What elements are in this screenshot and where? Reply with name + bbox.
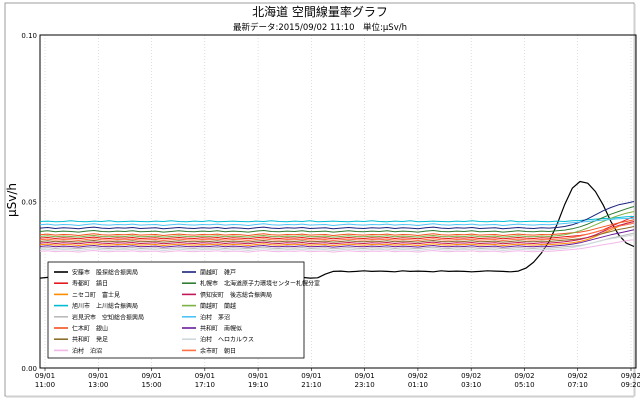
y-ticks: 0.00 0.05 0.10	[21, 32, 37, 373]
y-axis-label: μSv/h	[5, 183, 19, 217]
x-tick-label-date: 09/01	[195, 372, 215, 380]
legend-label: 泊村 泊沼	[72, 347, 102, 355]
x-tick-label-date: 09/01	[88, 372, 108, 380]
x-tick-label-time: 01:10	[408, 381, 428, 389]
series-line-8	[39, 201, 635, 230]
x-tick-label-time: 13:00	[88, 381, 108, 389]
x-tick-label-date: 09/01	[141, 372, 161, 380]
series-line-12	[39, 217, 635, 226]
legend-label: 蘭越町 蘭越	[200, 302, 236, 310]
legend-label: ニセコ町 富士見	[72, 291, 120, 299]
series-line-7	[39, 239, 635, 253]
series-line-13	[39, 229, 635, 248]
legend-label: 余市町 朝日	[200, 347, 236, 355]
x-tick-label-time: 09:20	[621, 381, 640, 389]
x-tick-label-time: 03:10	[461, 381, 481, 389]
x-tick-label-time: 23:10	[355, 381, 375, 389]
series-line-15	[39, 222, 635, 241]
chart-subtitle: 最新データ:2015/09/02 11:10 単位:μSv/h	[233, 22, 407, 33]
x-tick-label-date: 09/02	[514, 372, 534, 380]
x-tick-label-date: 09/02	[408, 372, 428, 380]
legend-label: 泊村 茅沼	[200, 313, 230, 321]
x-tick-label-date: 09/01	[248, 372, 268, 380]
x-tick-label-date: 09/01	[301, 372, 321, 380]
chart-title: 北海道 空間線量率グラフ	[252, 4, 388, 19]
legend-label: 共和町 発足	[72, 336, 108, 344]
series-line-6	[39, 226, 635, 243]
series-line-14	[39, 234, 635, 251]
legend-label: 旭川市 上川総合振興局	[72, 302, 138, 310]
legend-label: 泊村 ヘロカルウス	[200, 336, 254, 344]
x-tick-label-time: 19:10	[248, 381, 268, 389]
y-tick-label: 0.05	[21, 199, 37, 207]
legend-label: 蘭越町 雑戸	[200, 269, 236, 277]
series-line-1	[39, 216, 635, 240]
series-line-11	[39, 211, 635, 238]
legend-label: 安藤市 股探総合振興局	[72, 269, 138, 277]
legend-label: 寿都町 鎮日	[72, 280, 108, 288]
series-group	[39, 180, 635, 279]
legend-label: 仁木町 銀山	[72, 325, 108, 333]
series-line-3	[39, 216, 635, 223]
legend-label: 倶知安町 後志総合振興局	[200, 291, 272, 299]
plot-area	[39, 34, 637, 369]
x-tick-label-time: 15:00	[141, 381, 161, 389]
x-ticks: 09/0111:0009/0113:0009/0115:0009/0117:10…	[35, 368, 640, 389]
legend-label: 札幌市 北海道原子力環境センター札幌分室	[200, 280, 320, 288]
series-line-9	[39, 206, 635, 233]
x-tick-label-date: 09/02	[461, 372, 481, 380]
series-line-4	[39, 232, 635, 250]
x-tick-label-time: 21:10	[301, 381, 321, 389]
legend-label: 岩見沢市 空知総合振興局	[72, 313, 144, 321]
x-tick-label-date: 09/01	[355, 372, 375, 380]
x-tick-label-date: 09/02	[568, 372, 588, 380]
series-line-10	[39, 221, 635, 245]
series-line-2	[39, 221, 635, 246]
x-tick-label-time: 11:00	[35, 381, 55, 389]
x-tick-label-date: 09/02	[621, 372, 640, 380]
x-tick-label-time: 07:10	[568, 381, 588, 389]
y-tick-label: 0.00	[21, 365, 37, 373]
x-tick-label-date: 09/01	[35, 372, 55, 380]
legend-box	[47, 261, 305, 359]
y-tick-label: 0.10	[21, 32, 37, 40]
legend-label: 共和町 南幌似	[200, 325, 242, 333]
series-line-5	[39, 219, 635, 236]
x-tick-label-time: 17:10	[195, 381, 215, 389]
x-tick-label-time: 05:10	[514, 381, 534, 389]
